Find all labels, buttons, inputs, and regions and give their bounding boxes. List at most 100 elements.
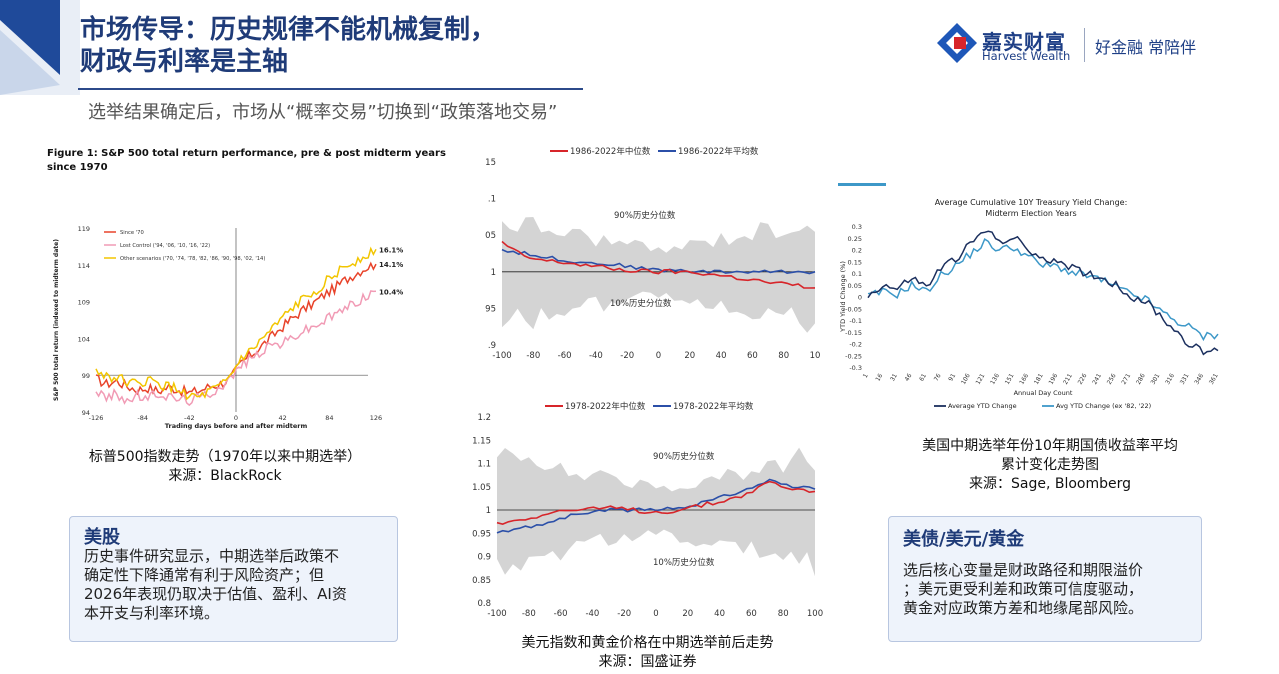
us-equity-line: 确定性下降通常有利于风险资产；但	[84, 566, 325, 584]
x-tick-label: 76	[933, 372, 943, 382]
x-tick-label: -40	[589, 351, 603, 361]
x-tick-label: -80	[526, 351, 540, 361]
series-line	[867, 230, 1219, 356]
x-tick-label: 151	[1004, 372, 1016, 386]
x-tick-label: 361	[1208, 372, 1220, 386]
figure3-caption: 美国中期选举年份10年期国债收益率平均 累计变化走势图 来源：Sage, Blo…	[880, 437, 1220, 494]
bond-usd-gold-line: 黄金对应政策方差和地缘尾部风险。	[903, 599, 1144, 617]
y-tick-label: .9	[488, 341, 496, 351]
chart-title-line2: Midterm Election Years	[985, 209, 1076, 218]
bond-usd-gold-box: 美债/美元/黄金 选后核心变量是财政路径和期限溢价 ；美元更受利差和政策可信度驱…	[888, 516, 1202, 642]
x-tick-label: -20	[617, 609, 631, 619]
logo-brand-en: Harvest Wealth	[982, 49, 1071, 63]
median-line	[496, 480, 816, 525]
figure3-caption-line1: 美国中期选举年份10年期国债收益率平均	[922, 438, 1178, 454]
y-tick-label: 0.1	[852, 270, 862, 278]
figure3-caption-line2: 累计变化走势图	[1001, 457, 1099, 473]
logo-slogan: 好金融 常陪伴	[1095, 38, 1197, 57]
y-tick-label: 0	[858, 294, 862, 302]
y-tick-label: 0.9	[477, 553, 491, 563]
us-equity-line: 本开支与利率环境。	[84, 604, 220, 622]
x-tick-label: 196	[1048, 372, 1060, 386]
x-tick-label: 61	[918, 372, 928, 382]
y-tick-label: 104	[78, 335, 90, 343]
series-line	[867, 237, 1219, 342]
x-tick-label: 286	[1135, 372, 1147, 386]
figure2-source: 来源：国盛证券	[598, 654, 697, 670]
us-equity-line: 2026年表现仍取决于估值、盈利、AI资	[84, 585, 347, 603]
y-tick-label: 0.3	[852, 223, 862, 231]
x-tick-label: -84	[137, 414, 148, 422]
legend-entry-median: 1986-2022年中位数	[570, 146, 651, 157]
x-tick-label: 80	[778, 351, 789, 361]
x-tick-label: 181	[1033, 372, 1045, 386]
x-tick-label: 166	[1018, 372, 1030, 386]
y-axis-label: YTD Yield Change (%)	[839, 261, 847, 333]
y-tick-label: 0.25	[848, 235, 862, 243]
bond-usd-gold-box-title: 美债/美元/黄金	[903, 529, 1025, 550]
x-tick-label: 0	[234, 414, 238, 422]
title-line-1: 市场传导：历史规律不能机械复制，	[80, 15, 497, 45]
x-tick-label: 10	[810, 351, 821, 361]
bond-usd-gold-line: 选后核心变量是财政路径和期限溢价	[903, 561, 1144, 579]
usd-index-chart: 15 .1 05 1 95 .9-100 -80 -60 -40 -20 0 20 40 60 80 10 19…	[485, 146, 821, 361]
x-tick-label: -60	[558, 351, 572, 361]
x-tick-label: 40	[716, 351, 727, 361]
legend-entry-mean: 1986-2022年平均数	[678, 146, 759, 157]
legend-entry: Since '70	[120, 230, 144, 236]
legend-entry: Other scenarios ('70, '74, '78, '82, '86…	[120, 256, 265, 262]
x-tick-label: 0	[653, 609, 658, 619]
y-tick-label: 0.95	[472, 529, 491, 539]
x-tick-label: 211	[1062, 372, 1074, 386]
y-tick-label: 0.85	[472, 576, 491, 586]
x-tick-label: -100	[487, 609, 506, 619]
x-tick-label: 0	[656, 351, 661, 361]
y-tick-label: .1	[488, 195, 496, 205]
y-tick-label: -0.1	[849, 317, 862, 325]
y-tick-label: 1.15	[472, 436, 491, 446]
x-tick-label: 331	[1179, 372, 1191, 386]
y-tick-label: 1.2	[477, 413, 491, 423]
y-tick-label: 0.05	[848, 282, 862, 290]
x-tick-label: -60	[554, 609, 568, 619]
corner-decoration	[0, 0, 80, 95]
x-tick-label: 226	[1077, 372, 1089, 386]
y-tick-label: -0.2	[849, 341, 862, 349]
x-tick-label: 20	[684, 351, 695, 361]
x-tick-label: 42	[279, 414, 287, 422]
y-tick-label: 1	[486, 506, 491, 516]
figure2-caption-line1: 美元指数和黄金价格在中期选举前后走势	[521, 635, 774, 651]
title-divider	[78, 88, 583, 90]
figure2-caption: 美元指数和黄金价格在中期选举前后走势 来源：国盛证券	[470, 634, 825, 672]
logo-separator	[1084, 28, 1085, 62]
x-tick-label: 60	[747, 351, 758, 361]
figure1-source: 来源：BlackRock	[168, 468, 282, 484]
chart-title-line1: Average Cumulative 10Y Treasury Yield Ch…	[935, 198, 1128, 207]
x-tick-label: 126	[370, 414, 382, 422]
x-tick-label: 271	[1120, 372, 1132, 386]
y-tick-label: 114	[78, 262, 90, 270]
x-tick-label: -20	[620, 351, 634, 361]
y-tick-label: -0.05	[845, 305, 862, 313]
annotation-p90: 90%历史分位数	[653, 451, 715, 462]
x-tick-label: 84	[325, 414, 333, 422]
annotation-p10: 10%历史分位数	[610, 298, 672, 309]
gold-price-chart: 1.2 1.15 1.1 1.05 1 0.95 0.9 0.85 0.8-100 -80 -60 -…	[472, 401, 823, 619]
y-tick-label: 95	[485, 304, 496, 314]
x-tick-label: 1	[862, 372, 870, 379]
x-tick-label: 16	[874, 372, 884, 382]
percentile-band	[502, 217, 815, 333]
x-tick-label: 40	[714, 609, 725, 619]
y-tick-label: -0.3	[849, 364, 862, 372]
y-tick-label: 99	[82, 372, 90, 380]
series-end-label: 10.4%	[379, 288, 403, 296]
x-tick-label: 20	[682, 609, 693, 619]
page-title: 市场传导：历史规律不能机械复制， 财政与利率是主轴	[80, 14, 496, 78]
figure1-caption-line1: 标普500指数走势（1970年以来中期选举）	[88, 449, 362, 465]
x-tick-label: 46	[904, 372, 914, 382]
y-tick-label: 0.15	[848, 258, 862, 266]
bond-usd-gold-line: ；美元更受利差和政策可信度驱动，	[903, 580, 1144, 598]
x-tick-label: 80	[778, 609, 789, 619]
x-tick-label: 31	[889, 372, 899, 382]
legend-entry: Lost Control ('94, '06, '10, '16, '22)	[120, 243, 210, 249]
